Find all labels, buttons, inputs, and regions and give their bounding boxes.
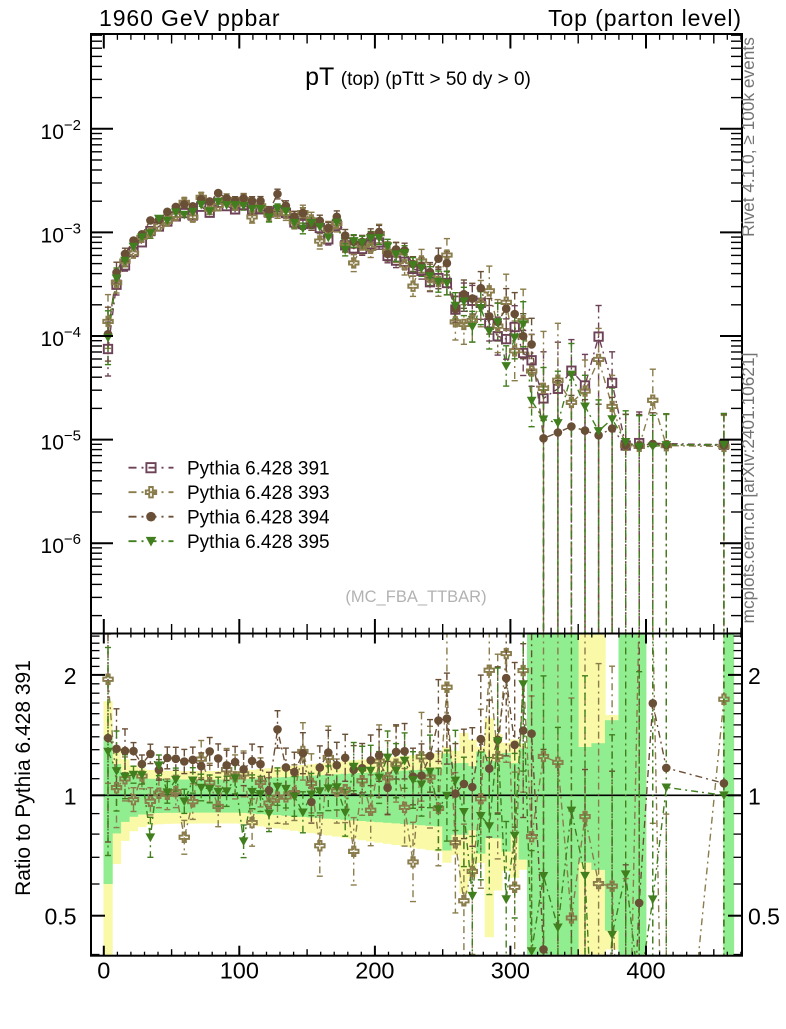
svg-text:mcplots.cern.ch [arXiv:2401.10: mcplots.cern.ch [arXiv:2401.10621]: [738, 353, 758, 624]
svg-text:(MC_FBA_TTBAR): (MC_FBA_TTBAR): [345, 588, 486, 606]
svg-text:0.5: 0.5: [748, 904, 780, 930]
svg-text:0: 0: [97, 958, 110, 984]
svg-text:pT (top) (pTtt > 50 dy > 0): pT (top) (pTtt > 50 dy > 0): [305, 63, 531, 91]
svg-text:Pythia 6.428 391: Pythia 6.428 391: [187, 458, 330, 479]
svg-text:2: 2: [64, 663, 77, 689]
svg-text:1: 1: [64, 783, 77, 809]
svg-text:Pythia 6.428 394: Pythia 6.428 394: [187, 507, 330, 528]
svg-text:1960 GeV ppbar: 1960 GeV ppbar: [99, 5, 280, 31]
svg-text:Pythia 6.428 395: Pythia 6.428 395: [187, 532, 330, 553]
svg-text:Ratio to Pythia 6.428 391: Ratio to Pythia 6.428 391: [12, 660, 35, 896]
svg-text:10−2: 10−2: [41, 117, 81, 144]
svg-text:400: 400: [626, 958, 665, 984]
svg-text:Top (parton level): Top (parton level): [548, 5, 742, 31]
svg-text:100: 100: [220, 958, 259, 984]
svg-text:Rivet 4.1.0, ≥ 100k events: Rivet 4.1.0, ≥ 100k events: [738, 37, 758, 237]
svg-text:Pythia 6.428 393: Pythia 6.428 393: [187, 483, 330, 504]
svg-text:300: 300: [491, 958, 530, 984]
svg-text:0.5: 0.5: [45, 904, 77, 930]
svg-text:2: 2: [748, 663, 761, 689]
svg-text:200: 200: [355, 958, 394, 984]
svg-text:1: 1: [748, 783, 761, 809]
